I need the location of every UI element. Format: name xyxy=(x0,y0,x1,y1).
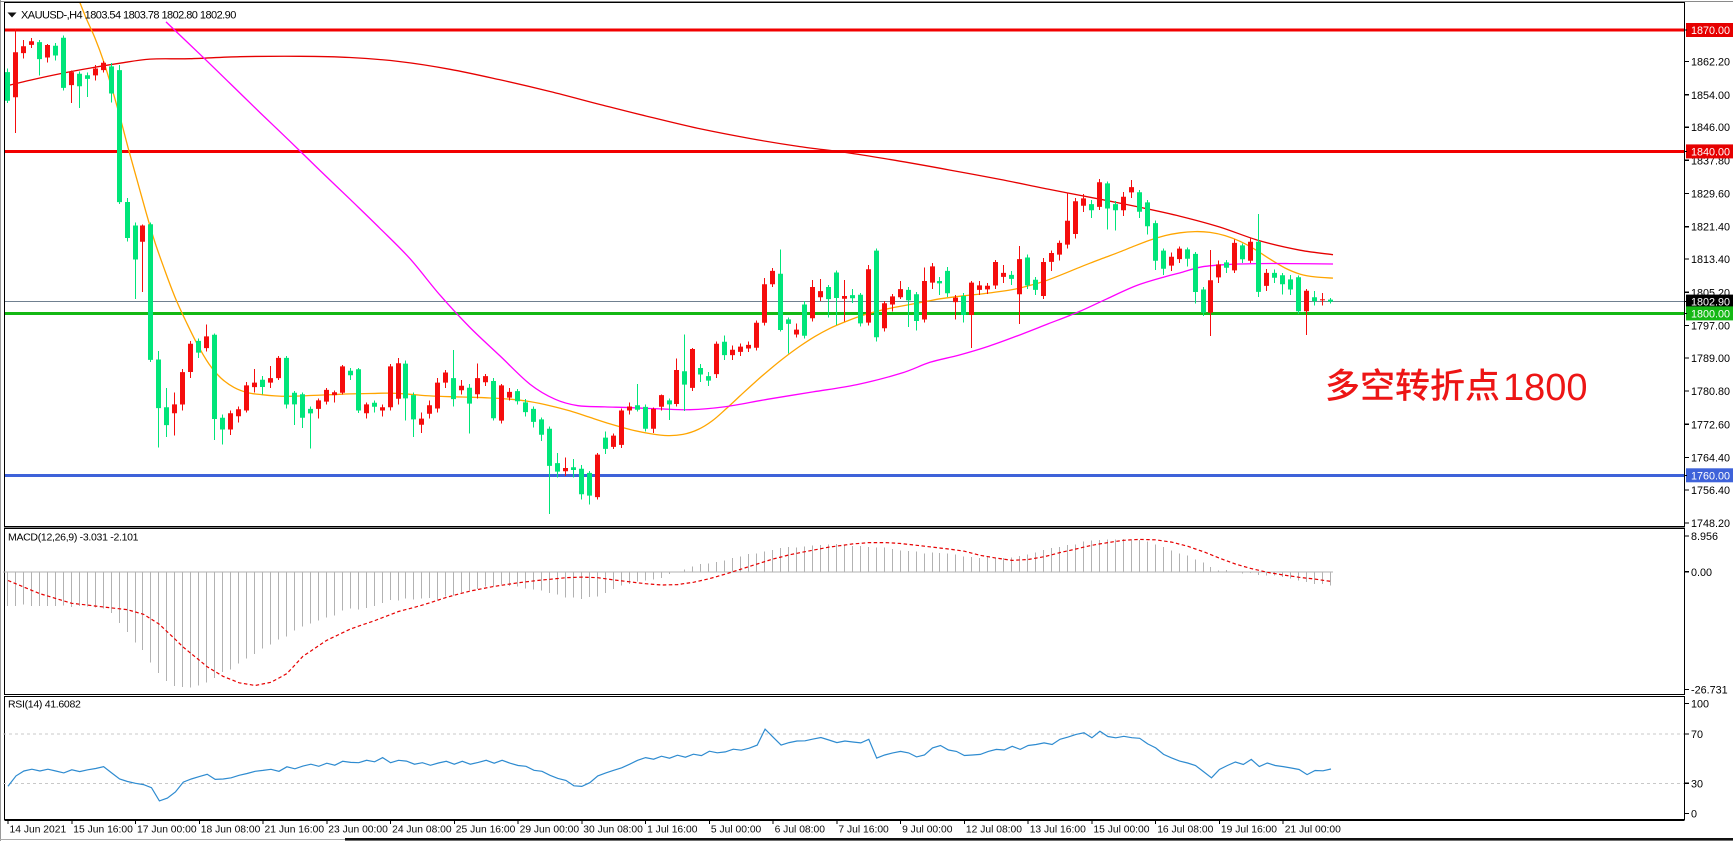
svg-text:29 Jun 00:00: 29 Jun 00:00 xyxy=(520,825,580,836)
svg-text:6 Jul 08:00: 6 Jul 08:00 xyxy=(775,825,826,836)
svg-text:19 Jul 16:00: 19 Jul 16:00 xyxy=(1221,825,1277,836)
svg-text:17 Jun 00:00: 17 Jun 00:00 xyxy=(137,825,197,836)
svg-text:1748.20: 1748.20 xyxy=(1691,518,1730,530)
svg-text:-26.731: -26.731 xyxy=(1691,685,1728,697)
svg-text:1772.60: 1772.60 xyxy=(1691,419,1730,431)
svg-text:1829.60: 1829.60 xyxy=(1691,189,1730,201)
svg-text:1862.20: 1862.20 xyxy=(1691,57,1730,69)
svg-text:1840.00: 1840.00 xyxy=(1691,146,1730,158)
svg-text:1802.90: 1802.90 xyxy=(1691,297,1730,309)
svg-text:1800: 1800 xyxy=(1503,367,1588,409)
svg-text:1756.40: 1756.40 xyxy=(1691,485,1730,497)
svg-text:1 Jul 16:00: 1 Jul 16:00 xyxy=(647,825,698,836)
svg-text:15 Jul 00:00: 15 Jul 00:00 xyxy=(1093,825,1149,836)
svg-text:1821.40: 1821.40 xyxy=(1691,222,1730,234)
svg-text:1846.00: 1846.00 xyxy=(1691,122,1730,134)
svg-text:9 Jul 00:00: 9 Jul 00:00 xyxy=(902,825,953,836)
svg-text:14 Jun 2021: 14 Jun 2021 xyxy=(10,825,67,836)
svg-text:21 Jun 16:00: 21 Jun 16:00 xyxy=(265,825,325,836)
svg-text:0: 0 xyxy=(1691,809,1697,821)
svg-text:1813.40: 1813.40 xyxy=(1691,254,1730,266)
svg-text:25 Jun 16:00: 25 Jun 16:00 xyxy=(456,825,516,836)
svg-text:70: 70 xyxy=(1691,729,1703,741)
svg-text:0.00: 0.00 xyxy=(1691,567,1712,579)
svg-text:23 Jun 00:00: 23 Jun 00:00 xyxy=(328,825,388,836)
svg-text:30 Jun 08:00: 30 Jun 08:00 xyxy=(583,825,643,836)
svg-text:7 Jul 16:00: 7 Jul 16:00 xyxy=(838,825,889,836)
svg-text:21 Jul 00:00: 21 Jul 00:00 xyxy=(1285,825,1341,836)
svg-text:1789.00: 1789.00 xyxy=(1691,353,1730,365)
svg-text:13 Jul 16:00: 13 Jul 16:00 xyxy=(1030,825,1086,836)
svg-text:5 Jul 00:00: 5 Jul 00:00 xyxy=(711,825,762,836)
svg-text:12 Jul 08:00: 12 Jul 08:00 xyxy=(966,825,1022,836)
svg-text:16 Jul 08:00: 16 Jul 08:00 xyxy=(1157,825,1213,836)
svg-text:18 Jun 08:00: 18 Jun 08:00 xyxy=(201,825,261,836)
svg-text:1870.00: 1870.00 xyxy=(1691,25,1730,37)
svg-text:1800.00: 1800.00 xyxy=(1691,308,1730,320)
svg-text:MACD(12,26,9) -3.031 -2.101: MACD(12,26,9) -3.031 -2.101 xyxy=(8,532,139,544)
svg-text:1760.00: 1760.00 xyxy=(1691,470,1730,482)
svg-text:30: 30 xyxy=(1691,778,1703,790)
svg-text:24 Jun 08:00: 24 Jun 08:00 xyxy=(392,825,452,836)
svg-text:1780.80: 1780.80 xyxy=(1691,386,1730,398)
svg-text:1797.00: 1797.00 xyxy=(1691,321,1730,333)
svg-text:15 Jun 16:00: 15 Jun 16:00 xyxy=(73,825,133,836)
svg-text:XAUUSD-,H4 1803.54 1803.78 18: XAUUSD-,H4 1803.54 1803.78 1802.80 1802.… xyxy=(21,10,236,22)
svg-text:8.956: 8.956 xyxy=(1691,531,1718,543)
svg-text:1854.00: 1854.00 xyxy=(1691,90,1730,102)
svg-text:RSI(14) 41.6082: RSI(14) 41.6082 xyxy=(8,699,81,711)
svg-text:100: 100 xyxy=(1691,699,1709,711)
svg-text:1764.40: 1764.40 xyxy=(1691,453,1730,465)
